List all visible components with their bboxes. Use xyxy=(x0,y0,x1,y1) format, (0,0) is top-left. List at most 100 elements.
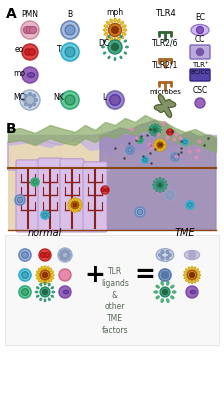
Circle shape xyxy=(173,155,177,159)
Ellipse shape xyxy=(153,144,157,146)
Ellipse shape xyxy=(160,147,163,151)
Ellipse shape xyxy=(68,204,72,206)
Circle shape xyxy=(24,103,27,106)
Text: TLR2/6: TLR2/6 xyxy=(152,38,178,47)
Ellipse shape xyxy=(101,46,105,48)
Ellipse shape xyxy=(156,133,159,136)
Ellipse shape xyxy=(194,267,196,270)
Circle shape xyxy=(62,252,69,258)
Text: eo: eo xyxy=(14,46,24,54)
Circle shape xyxy=(22,67,38,83)
Ellipse shape xyxy=(157,147,160,151)
Ellipse shape xyxy=(46,280,49,284)
Ellipse shape xyxy=(77,207,80,210)
Ellipse shape xyxy=(36,295,39,297)
Ellipse shape xyxy=(159,190,161,192)
Circle shape xyxy=(166,194,168,196)
Ellipse shape xyxy=(161,282,164,285)
Circle shape xyxy=(22,272,28,278)
Ellipse shape xyxy=(164,187,167,189)
Ellipse shape xyxy=(104,25,108,28)
Circle shape xyxy=(25,95,35,105)
Ellipse shape xyxy=(103,52,106,54)
Circle shape xyxy=(186,286,198,298)
Ellipse shape xyxy=(166,282,169,285)
Circle shape xyxy=(28,92,32,96)
Circle shape xyxy=(195,98,205,108)
Ellipse shape xyxy=(171,285,174,288)
Ellipse shape xyxy=(162,178,164,181)
Ellipse shape xyxy=(162,142,166,145)
Ellipse shape xyxy=(149,131,152,134)
Circle shape xyxy=(25,49,31,55)
Circle shape xyxy=(168,190,172,194)
Ellipse shape xyxy=(159,178,161,180)
Circle shape xyxy=(45,253,50,258)
Ellipse shape xyxy=(122,25,126,28)
Text: PMN: PMN xyxy=(22,10,39,19)
Ellipse shape xyxy=(161,299,164,302)
Circle shape xyxy=(161,256,164,260)
Ellipse shape xyxy=(162,140,165,144)
Circle shape xyxy=(110,95,121,105)
Ellipse shape xyxy=(197,271,200,273)
Ellipse shape xyxy=(120,56,122,59)
Ellipse shape xyxy=(41,266,44,270)
Ellipse shape xyxy=(124,40,127,42)
FancyBboxPatch shape xyxy=(5,235,219,345)
Circle shape xyxy=(17,197,23,203)
Ellipse shape xyxy=(35,291,38,293)
Text: mo: mo xyxy=(13,68,25,78)
Text: TLR2/1: TLR2/1 xyxy=(152,61,178,70)
Ellipse shape xyxy=(78,204,82,206)
Circle shape xyxy=(60,256,64,260)
Circle shape xyxy=(159,254,162,256)
Ellipse shape xyxy=(156,296,159,299)
Circle shape xyxy=(43,290,47,294)
Ellipse shape xyxy=(125,46,129,48)
Circle shape xyxy=(168,196,172,200)
Ellipse shape xyxy=(154,124,156,127)
Circle shape xyxy=(152,127,158,133)
FancyBboxPatch shape xyxy=(16,160,40,232)
Ellipse shape xyxy=(156,285,159,288)
Ellipse shape xyxy=(188,267,190,270)
Circle shape xyxy=(161,250,164,254)
Ellipse shape xyxy=(122,32,126,35)
Ellipse shape xyxy=(48,278,52,282)
Ellipse shape xyxy=(155,146,159,150)
Ellipse shape xyxy=(159,138,161,142)
Circle shape xyxy=(167,129,173,135)
Ellipse shape xyxy=(154,133,156,136)
Ellipse shape xyxy=(117,19,120,23)
Circle shape xyxy=(135,207,145,217)
Circle shape xyxy=(41,211,49,219)
Ellipse shape xyxy=(114,58,116,60)
Ellipse shape xyxy=(149,129,152,131)
Ellipse shape xyxy=(77,200,80,203)
Ellipse shape xyxy=(191,281,193,284)
Text: +: + xyxy=(85,263,106,287)
FancyBboxPatch shape xyxy=(60,159,84,232)
Ellipse shape xyxy=(162,144,166,146)
Ellipse shape xyxy=(74,208,76,212)
Ellipse shape xyxy=(108,56,110,59)
Circle shape xyxy=(126,146,134,154)
Ellipse shape xyxy=(153,184,155,186)
Ellipse shape xyxy=(153,187,156,189)
Ellipse shape xyxy=(76,198,78,202)
Circle shape xyxy=(163,290,168,294)
Circle shape xyxy=(41,253,45,258)
Ellipse shape xyxy=(157,139,160,143)
Ellipse shape xyxy=(154,145,158,148)
Circle shape xyxy=(61,91,79,109)
Polygon shape xyxy=(8,132,110,170)
Text: TLR⁺: TLR⁺ xyxy=(192,62,208,68)
FancyBboxPatch shape xyxy=(8,135,216,230)
Ellipse shape xyxy=(51,295,54,297)
Ellipse shape xyxy=(186,279,188,281)
Ellipse shape xyxy=(44,280,46,284)
Circle shape xyxy=(58,248,72,262)
Ellipse shape xyxy=(46,266,49,270)
Ellipse shape xyxy=(50,271,54,274)
